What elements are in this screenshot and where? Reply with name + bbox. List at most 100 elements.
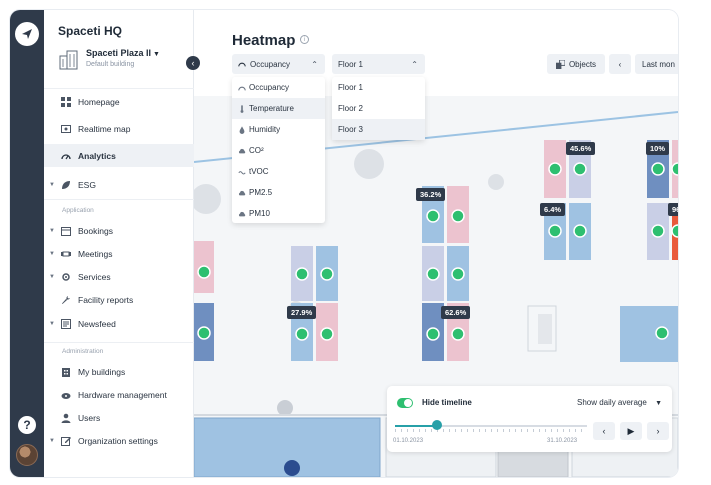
- edit-settings-icon: [61, 436, 71, 446]
- main-content: Heatmap i Occupancy ⌃ Floor 1 ⌃ Objects …: [194, 10, 678, 477]
- nav-my-buildings[interactable]: My buildings: [44, 360, 194, 383]
- nav-label: My buildings: [78, 366, 126, 377]
- nav-newsfeed[interactable]: ▼ Newsfeed: [44, 312, 194, 335]
- period-select[interactable]: Last mon: [635, 54, 678, 74]
- services-icon: [62, 272, 70, 281]
- timeline-slider-handle[interactable]: [432, 420, 443, 430]
- chevron-left-icon: ‹: [602, 426, 606, 436]
- nav-homepage[interactable]: Homepage: [44, 90, 194, 113]
- metric-option-tvoc[interactable]: tVOC: [232, 161, 325, 182]
- expand-arrow-icon[interactable]: ▼: [49, 250, 55, 257]
- caret-down-icon: ▼: [153, 51, 160, 58]
- floor-option-2[interactable]: Floor 2: [332, 98, 425, 119]
- nav-label: Newsfeed: [78, 318, 116, 329]
- nav-facility-reports[interactable]: Facility reports: [44, 288, 194, 311]
- divider: [44, 199, 194, 200]
- sensor-icon: [61, 392, 71, 399]
- occupancy-badge: 45.6%: [566, 142, 596, 155]
- info-icon[interactable]: i: [300, 35, 309, 44]
- chevron-up-icon: ⌃: [411, 59, 418, 69]
- section-title-application: Application: [62, 207, 94, 214]
- timeline-panel: Hide timeline Show daily average ▼ 01.10…: [387, 386, 672, 452]
- step-back-button[interactable]: ‹: [593, 422, 615, 440]
- objects-button[interactable]: Objects: [547, 54, 605, 74]
- metric-option-label: CO²: [249, 146, 264, 155]
- nav-bookings[interactable]: ▼ Bookings: [44, 219, 194, 242]
- objects-icon: [555, 59, 565, 69]
- play-button[interactable]: ▶: [620, 422, 642, 440]
- expand-arrow-icon[interactable]: ▼: [49, 437, 55, 444]
- nav-realtime-map[interactable]: Realtime map: [44, 117, 194, 140]
- newspaper-icon: [61, 318, 71, 329]
- help-icon[interactable]: ?: [18, 416, 36, 434]
- building-icon: [62, 367, 70, 377]
- occupancy-badge: 6.4%: [540, 203, 566, 216]
- avatar[interactable]: [16, 444, 38, 466]
- floor-option-label: Floor 1: [338, 83, 363, 92]
- nav-organization-settings[interactable]: ▼ Organization settings: [44, 429, 194, 452]
- org-name: Spaceti HQ: [58, 24, 123, 38]
- icon-rail: ?: [10, 10, 44, 477]
- hide-timeline-label: Hide timeline: [422, 398, 472, 407]
- metric-option-temperature[interactable]: Temperature: [232, 98, 325, 119]
- floor-option-1[interactable]: Floor 1: [332, 77, 425, 98]
- nav-label: Users: [78, 412, 101, 423]
- cloud-icon: [238, 190, 246, 195]
- occupancy-badge: 62.6%: [441, 306, 471, 319]
- nav-label: Organization settings: [78, 435, 158, 446]
- thermometer-icon: [240, 104, 244, 113]
- timeline-ticks: [395, 429, 587, 432]
- chevron-up-icon: ⌃: [311, 59, 318, 69]
- expand-arrow-icon[interactable]: ▼: [49, 273, 55, 280]
- droplet-icon: [239, 125, 245, 134]
- occupancy-badge: 96.5: [668, 203, 678, 216]
- chevron-right-icon: ›: [656, 426, 660, 436]
- section-title-administration: Administration: [62, 348, 104, 355]
- sidebar: Spaceti HQ Spaceti Plaza II ▼ Default bui…: [44, 10, 194, 477]
- building-subtitle: Default building: [86, 61, 135, 68]
- user-icon: [61, 413, 71, 423]
- hide-timeline-toggle[interactable]: [397, 398, 413, 408]
- metric-select[interactable]: Occupancy ⌃: [232, 54, 325, 74]
- metric-option-pm25[interactable]: PM2.5: [232, 182, 325, 203]
- previous-button[interactable]: ‹: [609, 54, 631, 74]
- divider: [44, 88, 194, 89]
- nav-analytics[interactable]: Analytics: [44, 144, 194, 167]
- chevron-down-icon: ▼: [655, 400, 662, 407]
- metric-select-value: Occupancy: [250, 59, 291, 69]
- timeline-track[interactable]: [395, 425, 587, 427]
- nav-meetings[interactable]: ▼ Meetings: [44, 242, 194, 265]
- timeline-progress: [395, 425, 438, 427]
- metric-option-occupancy[interactable]: Occupancy: [232, 77, 325, 98]
- floor-select[interactable]: Floor 1 ⌃: [332, 54, 425, 74]
- nav-label: Hardware management: [78, 389, 167, 400]
- nav-services[interactable]: ▼ Services: [44, 265, 194, 288]
- expand-arrow-icon[interactable]: ▼: [49, 181, 55, 188]
- metric-option-co2[interactable]: CO²: [232, 140, 325, 161]
- daily-average-select[interactable]: Show daily average ▼: [577, 398, 662, 407]
- nav-label: Meetings: [78, 248, 113, 259]
- nav-label: ESG: [78, 179, 96, 190]
- grid-icon: [61, 96, 71, 107]
- nav-esg[interactable]: ▼ ESG: [44, 173, 194, 196]
- nav-label: Realtime map: [78, 123, 131, 134]
- step-forward-button[interactable]: ›: [647, 422, 669, 440]
- wrench-icon: [62, 295, 70, 304]
- expand-arrow-icon[interactable]: ▼: [49, 320, 55, 327]
- objects-label: Objects: [568, 59, 597, 69]
- timeline-start-date: 01.10.2023: [393, 438, 424, 444]
- expand-arrow-icon[interactable]: ▼: [49, 227, 55, 234]
- floor-dropdown: Floor 1 Floor 2 Floor 3: [332, 77, 425, 140]
- metric-option-pm10[interactable]: PM10: [232, 203, 325, 224]
- building-name: Spaceti Plaza II: [86, 48, 152, 58]
- building-switcher[interactable]: Spaceti Plaza II ▼ Default building: [58, 46, 188, 72]
- metric-option-humidity[interactable]: Humidity: [232, 119, 325, 140]
- collapse-sidebar-button[interactable]: ‹: [186, 56, 200, 70]
- nav-users[interactable]: Users: [44, 406, 194, 429]
- calendar-icon: [61, 226, 71, 236]
- nav-label: Analytics: [78, 150, 116, 161]
- leaf-icon: [62, 180, 70, 189]
- spaceti-logo-icon[interactable]: [15, 22, 39, 46]
- floor-option-3[interactable]: Floor 3: [332, 119, 425, 140]
- nav-hardware-management[interactable]: Hardware management: [44, 383, 194, 406]
